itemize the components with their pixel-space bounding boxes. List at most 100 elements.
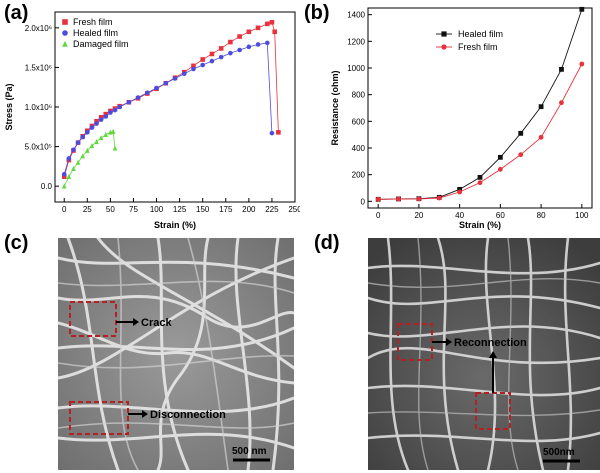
data-point <box>538 104 544 110</box>
data-point <box>396 196 401 202</box>
nanofiber-network <box>58 238 294 470</box>
x-tick-label: 80 <box>537 211 546 220</box>
x-tick-label: 40 <box>455 211 464 220</box>
data-point <box>209 51 215 57</box>
legend-label: Healed film <box>73 28 118 38</box>
data-point <box>98 114 104 120</box>
y-tick-label: 600 <box>352 117 366 126</box>
legend-marker <box>62 30 68 36</box>
legend-marker <box>62 40 68 47</box>
data-point <box>163 80 169 86</box>
data-point <box>436 195 442 201</box>
y-tick-label: 0 <box>361 197 366 206</box>
data-point <box>89 142 95 149</box>
data-point <box>126 99 132 105</box>
x-tick-label: 125 <box>173 205 187 214</box>
series-line <box>63 131 116 187</box>
x-tick-label: 25 <box>83 205 92 214</box>
data-point <box>154 85 159 91</box>
data-point <box>457 189 463 195</box>
data-point <box>276 130 281 135</box>
data-point <box>89 125 95 130</box>
series-line <box>63 42 273 175</box>
y-tick-label: 0.0 <box>41 182 53 191</box>
data-point <box>103 131 109 138</box>
x-tick-label: 225 <box>265 205 279 214</box>
data-point <box>200 62 205 68</box>
data-point <box>85 130 90 135</box>
data-point <box>218 54 224 60</box>
data-point <box>228 39 233 45</box>
sem-image-healed: Reconnection 500nm <box>368 238 600 470</box>
x-tick-label: 150 <box>196 205 210 214</box>
x-axis-title: Strain (%) <box>154 220 196 230</box>
data-point <box>94 118 99 124</box>
data-point <box>218 46 224 51</box>
y-axis-title: Stress (Pa) <box>4 83 14 130</box>
data-point <box>255 42 261 47</box>
data-point <box>375 196 381 202</box>
data-point <box>94 139 99 145</box>
panel-label-a: (a) <box>4 2 29 24</box>
data-point <box>66 173 72 179</box>
data-point <box>255 25 261 31</box>
data-point <box>85 147 90 153</box>
data-point <box>61 174 67 179</box>
data-point <box>61 171 67 177</box>
data-point <box>477 174 483 180</box>
x-tick-label: 100 <box>150 205 164 214</box>
x-axis-title: Strain (%) <box>459 220 501 230</box>
data-point <box>559 66 564 72</box>
data-point <box>135 95 141 100</box>
data-point <box>117 104 122 110</box>
resistance-strain-chart: 0 20 40 60 80 100 0 200 400 600 800 1000 1200 1400 H… <box>330 6 593 230</box>
x-tick-label: 175 <box>219 205 233 214</box>
data-point <box>200 57 205 62</box>
y-tick-label: 1000 <box>347 64 365 73</box>
data-point <box>80 153 85 159</box>
reconnection-label: Reconnection <box>454 337 527 349</box>
y-axis-title: Resistance (ohm) <box>330 70 340 145</box>
data-point <box>75 159 81 165</box>
data-point <box>228 50 233 56</box>
crack-label: Crack <box>141 317 172 329</box>
data-point <box>80 134 85 140</box>
data-point <box>103 114 109 119</box>
scale-bar-label: 500 nm <box>232 446 267 457</box>
legend-marker <box>441 31 447 37</box>
data-point <box>66 156 72 161</box>
data-point <box>272 29 277 35</box>
disconnection-label: Disconnection <box>150 409 226 421</box>
data-point <box>75 140 81 145</box>
data-point <box>457 186 463 192</box>
data-point <box>497 154 503 160</box>
x-tick-label: 50 <box>106 205 115 214</box>
data-point <box>269 19 275 25</box>
data-point <box>538 134 544 140</box>
data-point <box>237 47 242 53</box>
data-point <box>108 110 113 115</box>
y-tick-label: 2.0x10⁶ <box>25 24 52 33</box>
data-point <box>237 34 242 39</box>
sem-image-damaged: Crack Disconnection 500 nm <box>58 238 294 470</box>
x-tick-label: 75 <box>129 205 138 214</box>
data-point <box>265 21 270 27</box>
data-point <box>112 107 118 113</box>
x-tick-label: 100 <box>575 211 589 220</box>
y-tick-label: 1200 <box>347 37 365 46</box>
data-point <box>191 63 196 69</box>
x-tick-label: 200 <box>242 205 256 214</box>
data-point <box>518 130 524 136</box>
x-tick-label: 20 <box>414 211 423 220</box>
data-point <box>181 71 187 77</box>
data-point <box>98 117 104 122</box>
legend-marker <box>441 44 447 50</box>
legend-label: Fresh film <box>73 17 113 27</box>
data-point <box>71 165 76 172</box>
data-point <box>416 196 422 202</box>
data-point <box>61 183 67 189</box>
data-point <box>112 145 118 151</box>
legend-label: Damaged film <box>73 39 129 49</box>
x-tick-label: 250 <box>288 205 300 214</box>
data-point <box>98 135 104 141</box>
